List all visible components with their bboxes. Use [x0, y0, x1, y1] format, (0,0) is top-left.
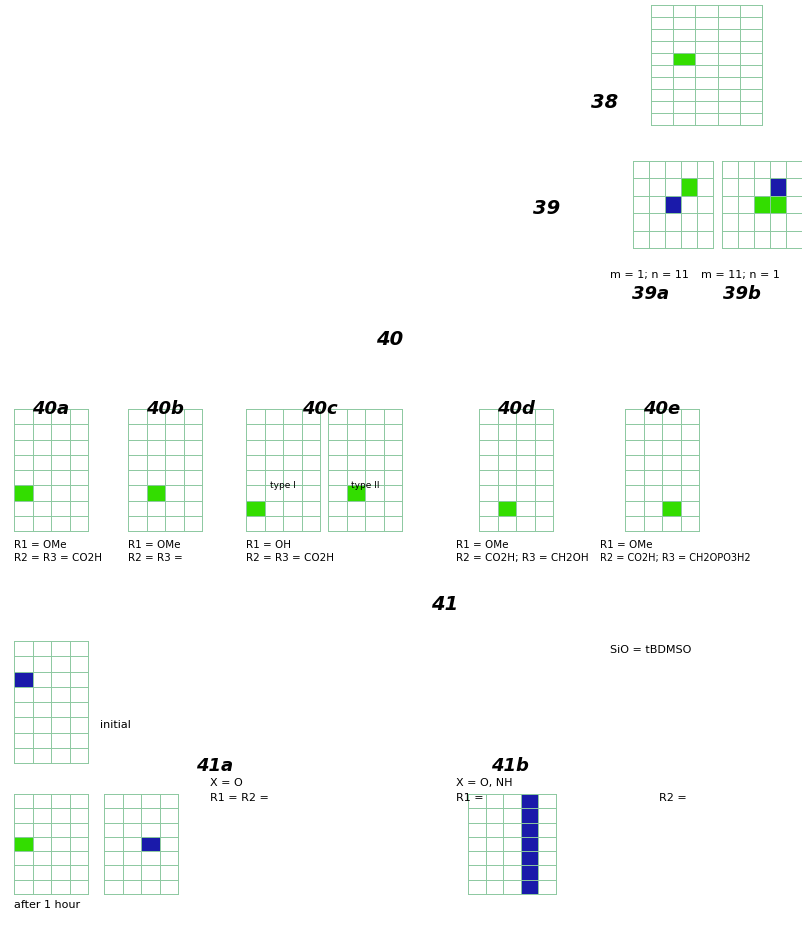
Text: 41: 41	[431, 595, 459, 614]
Bar	[14, 837, 33, 851]
Bar	[14, 671, 33, 687]
Text: R1 =: R1 =	[456, 793, 484, 803]
Text: R2 = CO2H; R3 = CH2OH: R2 = CO2H; R3 = CH2OH	[456, 553, 589, 563]
Bar	[673, 53, 695, 65]
Text: 39b: 39b	[723, 285, 761, 303]
Bar	[246, 409, 320, 531]
Text: X = O: X = O	[210, 778, 243, 788]
Text: R1 = OMe: R1 = OMe	[14, 540, 67, 550]
Text: R2 = R3 = CO2H: R2 = R3 = CO2H	[246, 553, 334, 563]
Bar	[14, 409, 88, 531]
Text: initial: initial	[100, 720, 131, 730]
Text: R1 = OMe: R1 = OMe	[600, 540, 653, 550]
Text: 40c: 40c	[302, 400, 338, 418]
Text: R1 = OH: R1 = OH	[246, 540, 291, 550]
Bar	[770, 195, 786, 213]
Bar	[722, 161, 802, 248]
Text: type I: type I	[270, 481, 296, 490]
Text: 40: 40	[376, 330, 403, 349]
Bar	[681, 179, 697, 195]
Text: after 1 hour: after 1 hour	[14, 900, 80, 910]
Bar	[346, 485, 365, 500]
Bar	[520, 880, 538, 894]
Text: 41b: 41b	[491, 757, 529, 775]
Bar	[665, 195, 681, 213]
Text: 41a: 41a	[196, 757, 233, 775]
Bar	[651, 5, 762, 125]
Bar	[754, 195, 770, 213]
Text: R2 = R3 =: R2 = R3 =	[128, 553, 183, 563]
Text: 40b: 40b	[146, 400, 184, 418]
Bar	[468, 794, 556, 894]
Text: m = 11; n = 1: m = 11; n = 1	[701, 270, 780, 280]
Text: 39a: 39a	[633, 285, 670, 303]
Text: 40a: 40a	[32, 400, 70, 418]
Bar	[497, 500, 516, 516]
Text: m = 1; n = 11: m = 1; n = 11	[610, 270, 688, 280]
Bar	[328, 409, 402, 531]
Bar	[520, 851, 538, 866]
Text: R1 = OMe: R1 = OMe	[128, 540, 180, 550]
Bar	[625, 409, 699, 531]
Bar	[14, 794, 88, 894]
Text: R1 = R2 =: R1 = R2 =	[210, 793, 269, 803]
Bar	[520, 794, 538, 808]
Text: 39: 39	[533, 199, 560, 218]
Bar	[141, 837, 160, 851]
Bar	[633, 161, 713, 248]
Bar	[128, 409, 202, 531]
Text: R1 = OMe: R1 = OMe	[456, 540, 508, 550]
Text: R2 = CO2H; R3 = CH2OPO3H2: R2 = CO2H; R3 = CH2OPO3H2	[600, 553, 751, 563]
Bar	[104, 794, 178, 894]
Text: R2 = R3 = CO2H: R2 = R3 = CO2H	[14, 553, 102, 563]
Text: type II: type II	[350, 481, 379, 490]
Bar	[770, 179, 786, 195]
Bar	[14, 641, 88, 763]
Text: SiO = tBDMSO: SiO = tBDMSO	[610, 645, 691, 655]
Bar	[14, 485, 33, 500]
Text: R2 =: R2 =	[659, 793, 687, 803]
Text: 40d: 40d	[497, 400, 535, 418]
Bar	[520, 822, 538, 837]
Bar	[662, 500, 681, 516]
Text: 40e: 40e	[643, 400, 681, 418]
Bar	[520, 808, 538, 822]
Bar	[520, 837, 538, 851]
Bar	[246, 500, 265, 516]
Text: 38: 38	[591, 93, 618, 112]
Bar	[479, 409, 553, 531]
Bar	[147, 485, 165, 500]
Text: X = O, NH: X = O, NH	[456, 778, 512, 788]
Bar	[520, 866, 538, 880]
